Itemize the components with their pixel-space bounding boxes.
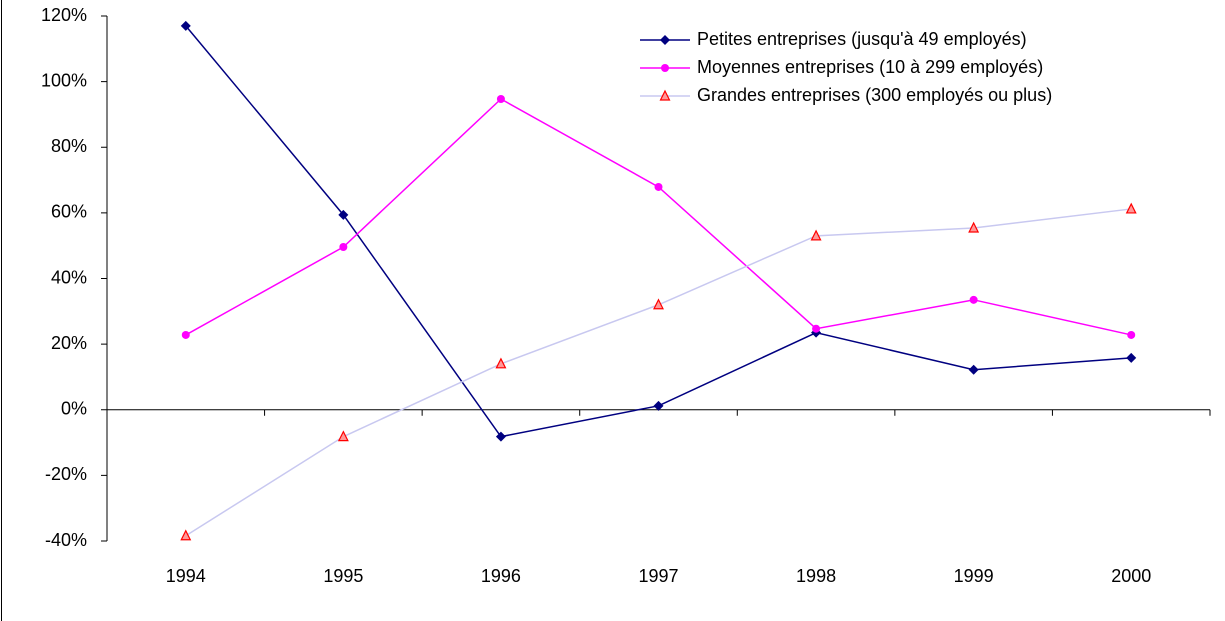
data-point xyxy=(1127,330,1136,339)
data-point xyxy=(1126,352,1137,363)
data-point xyxy=(968,221,980,233)
data-point xyxy=(338,209,349,220)
data-point xyxy=(337,430,349,442)
data-point xyxy=(339,243,348,251)
data-point xyxy=(495,357,507,369)
data-point xyxy=(654,182,663,191)
data-point xyxy=(180,529,192,541)
legend-label: Grandes entreprises (300 employés ou plu… xyxy=(697,85,1052,105)
y-tick-label: 120% xyxy=(41,5,87,25)
y-tick-label: 40% xyxy=(51,267,87,287)
y-tick-label: 60% xyxy=(51,202,87,222)
x-tick-label: 1998 xyxy=(796,566,836,586)
x-tick-label: 1994 xyxy=(166,566,206,586)
data-point xyxy=(968,364,979,375)
y-tick-label: -40% xyxy=(45,530,87,550)
x-tick-label: 1996 xyxy=(481,566,521,586)
y-tick-label: 80% xyxy=(51,136,87,156)
data-point xyxy=(653,400,664,411)
data-point xyxy=(495,431,506,442)
series-line xyxy=(185,208,1132,537)
data-point xyxy=(181,330,190,339)
x-tick-label: 1997 xyxy=(638,566,678,586)
y-tick-label: 20% xyxy=(51,333,87,353)
data-point xyxy=(653,298,664,310)
legend-marker xyxy=(661,64,669,72)
data-point xyxy=(812,324,821,333)
x-tick-label: 1999 xyxy=(954,566,994,586)
legend-label: Petites entreprises (jusqu'à 49 employés… xyxy=(697,29,1027,49)
legend-marker xyxy=(659,89,671,101)
y-tick-label: 0% xyxy=(61,399,87,419)
data-point xyxy=(1125,202,1137,214)
data-point xyxy=(810,229,822,241)
data-point xyxy=(969,295,978,304)
legend-label: Moyennes entreprises (10 à 299 employés) xyxy=(697,57,1043,77)
y-tick-label: 100% xyxy=(41,70,87,90)
data-point xyxy=(180,20,191,31)
legend-marker xyxy=(660,35,670,45)
y-tick-label: -20% xyxy=(45,464,87,484)
x-tick-label: 1995 xyxy=(323,566,363,586)
x-tick-label: 2000 xyxy=(1111,566,1151,586)
data-point xyxy=(496,95,505,104)
